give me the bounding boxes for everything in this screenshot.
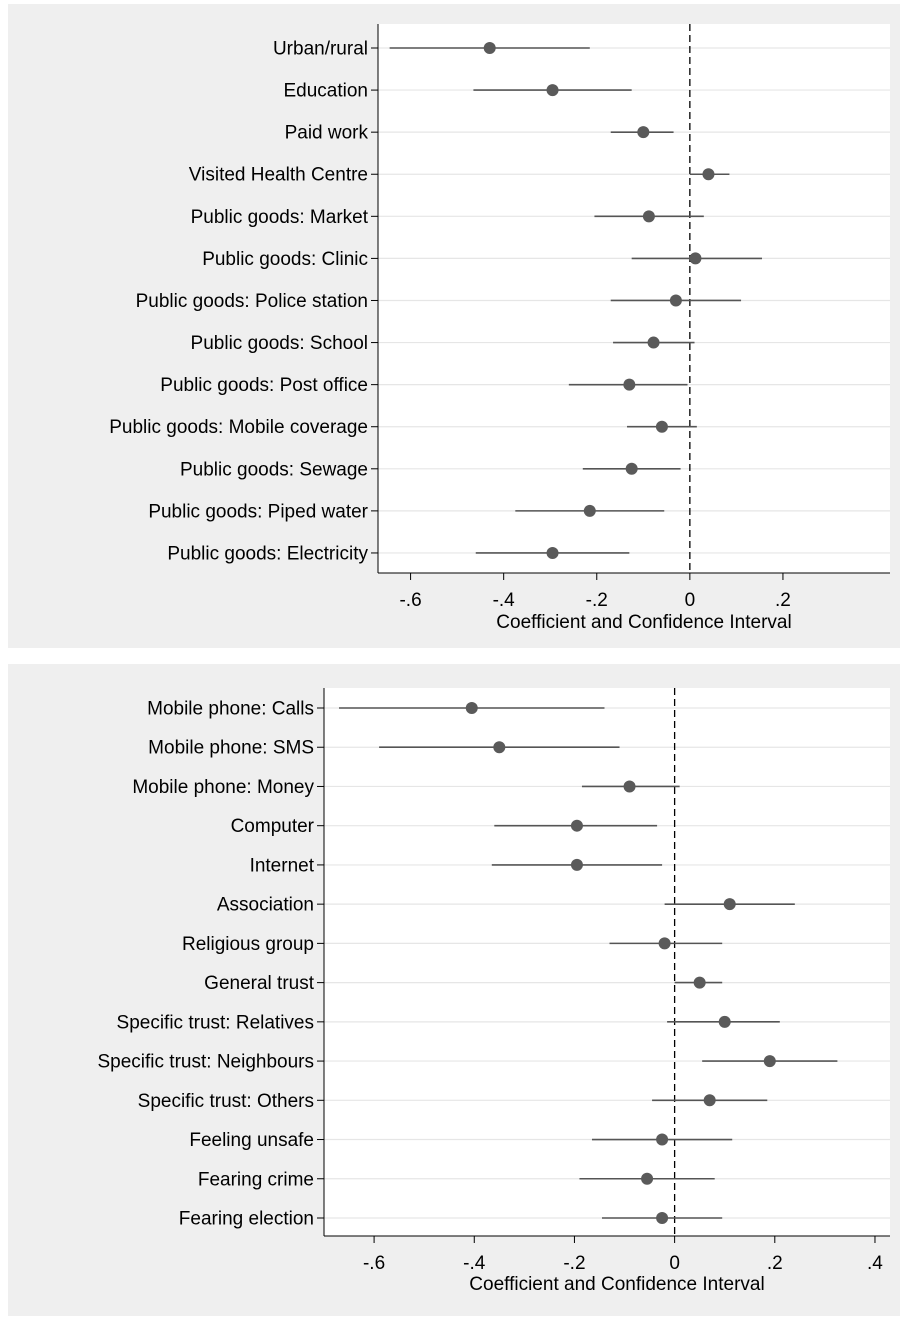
coefficient-point bbox=[641, 1172, 654, 1185]
coefficient-point bbox=[656, 1133, 669, 1146]
coefficient-point bbox=[623, 780, 636, 793]
category-label: Feeling unsafe bbox=[189, 1130, 314, 1151]
coefficient-point bbox=[570, 858, 583, 871]
x-tick-label: 0 bbox=[669, 1253, 680, 1274]
coefficient-point bbox=[702, 168, 715, 181]
plot-area bbox=[378, 24, 890, 573]
coefficient-point bbox=[647, 336, 660, 349]
category-label: Public goods: Police station bbox=[136, 291, 368, 312]
category-label: Association bbox=[217, 895, 314, 916]
coefficient-point bbox=[483, 42, 496, 54]
category-label: Mobile phone: SMS bbox=[148, 738, 314, 759]
category-label: Public goods: Sewage bbox=[180, 459, 368, 480]
x-axis-title: Coefficient and Confidence Interval bbox=[469, 1274, 764, 1295]
coefficient-point bbox=[763, 1055, 776, 1068]
category-label: Specific trust: Others bbox=[138, 1091, 314, 1112]
x-tick-label: .4 bbox=[867, 1253, 883, 1274]
category-label: Fearing election bbox=[179, 1208, 314, 1229]
coefficient-point bbox=[642, 210, 655, 223]
coefficient-point bbox=[546, 546, 559, 559]
category-label: Specific trust: Relatives bbox=[117, 1012, 314, 1033]
category-label: Public goods: Electricity bbox=[167, 543, 368, 564]
category-label: Mobile phone: Money bbox=[132, 777, 314, 798]
category-label: Religious group bbox=[182, 934, 314, 955]
coefficient-point bbox=[493, 741, 506, 754]
coefficient-point bbox=[703, 1094, 716, 1107]
coefficient-point bbox=[689, 252, 702, 265]
plot-area bbox=[324, 688, 890, 1236]
category-label: Public goods: School bbox=[191, 333, 368, 354]
category-label: Internet bbox=[250, 855, 315, 876]
category-label: Mobile phone: Calls bbox=[147, 699, 314, 720]
coefficient-point bbox=[623, 378, 636, 391]
category-label: Computer bbox=[231, 816, 315, 837]
x-tick-label: -.6 bbox=[399, 590, 421, 611]
coefficient-point bbox=[723, 898, 736, 911]
coefficient-point bbox=[583, 504, 596, 517]
coefficient-point bbox=[570, 819, 583, 832]
category-label: Public goods: Market bbox=[191, 207, 369, 228]
coefficient-point bbox=[637, 126, 650, 139]
category-label: Public goods: Clinic bbox=[202, 249, 368, 270]
coefficient-point bbox=[693, 976, 706, 989]
x-tick-label: -.6 bbox=[363, 1253, 385, 1274]
x-tick-label: -.4 bbox=[463, 1253, 486, 1274]
category-label: Visited Health Centre bbox=[189, 165, 368, 186]
x-tick-label: .2 bbox=[767, 1253, 783, 1274]
coefficient-point bbox=[625, 462, 638, 475]
category-label: Public goods: Post office bbox=[160, 375, 368, 396]
category-label: Specific trust: Neighbours bbox=[98, 1052, 315, 1073]
category-label: Public goods: Piped water bbox=[148, 501, 368, 522]
coefficient-point bbox=[669, 294, 682, 307]
category-label: Public goods: Mobile coverage bbox=[109, 417, 368, 438]
x-tick-label: -.2 bbox=[586, 590, 608, 611]
category-label: Paid work bbox=[285, 123, 369, 144]
coefficient-point bbox=[658, 937, 671, 950]
coefficient-point bbox=[546, 84, 559, 97]
x-tick-label: .2 bbox=[775, 590, 791, 611]
x-tick-label: -.4 bbox=[493, 590, 516, 611]
category-label: Education bbox=[283, 81, 368, 102]
x-axis-title: Coefficient and Confidence Interval bbox=[496, 612, 791, 633]
category-label: Fearing crime bbox=[198, 1169, 314, 1190]
category-label: Urban/rural bbox=[273, 39, 368, 60]
coefficient-point bbox=[655, 420, 668, 433]
coefficient-point bbox=[718, 1015, 731, 1028]
panel-bottom: -.6 -.4 -.2 0 .2 .4 Coefficient and Confidence… bbox=[98, 688, 890, 1295]
x-tick-label: -.2 bbox=[563, 1253, 585, 1274]
category-label: General trust bbox=[204, 973, 315, 994]
coefficient-point bbox=[656, 1211, 669, 1224]
coefficient-point bbox=[465, 702, 478, 714]
x-tick-label: 0 bbox=[685, 590, 696, 611]
